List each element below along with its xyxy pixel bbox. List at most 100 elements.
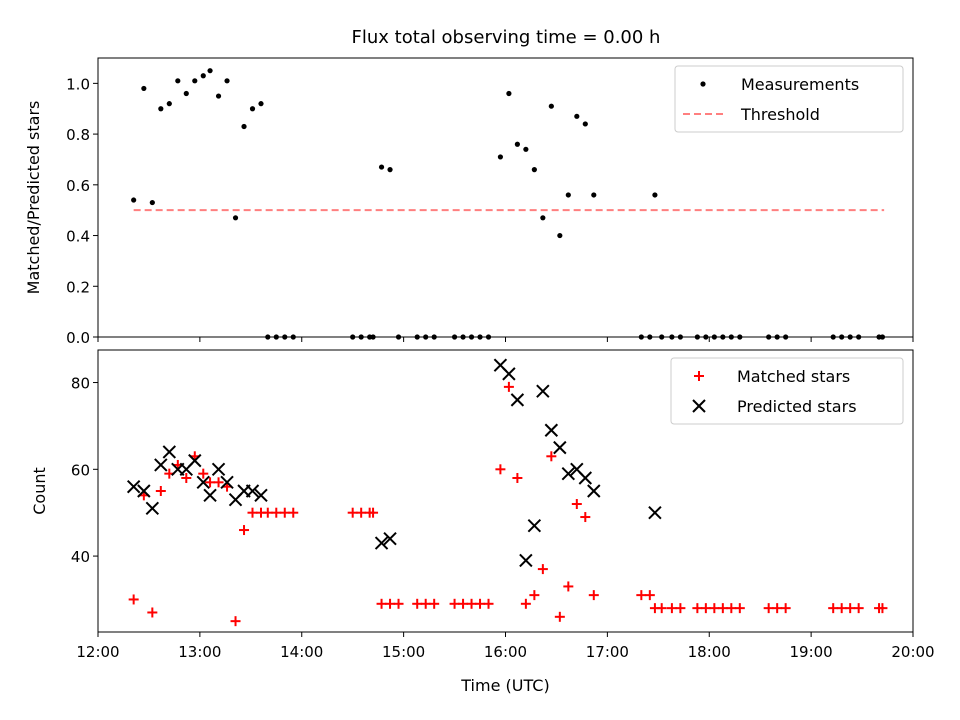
measurement-point (215, 93, 222, 99)
matched-star-point (529, 590, 540, 601)
matched-star-point (726, 603, 737, 614)
matched-star-point (205, 477, 216, 488)
matched-star-point (239, 525, 250, 536)
y-tick-label: 0.4 (66, 228, 90, 246)
matched-star-point (393, 598, 404, 609)
measurement-point (582, 121, 588, 127)
measurement-point (652, 192, 658, 198)
matched-star-point (155, 486, 166, 496)
markers (131, 68, 886, 340)
matched-star-point (420, 598, 431, 609)
legend-dot-icon (700, 81, 706, 87)
top-panel: 0.0 0.2 0.4 0.6 0.8 1.0 Matched/Predicted star… (24, 57, 914, 347)
predicted-star-point (510, 393, 525, 407)
matched-star-point (537, 564, 548, 575)
measurement-point (387, 167, 393, 173)
matched-star-point (700, 603, 711, 614)
matched-star-point (554, 611, 565, 622)
matched-star-point (571, 499, 582, 510)
measurement-point (166, 101, 172, 107)
x-tick-label: 20:00 (891, 643, 934, 661)
matched-star-point (644, 590, 655, 601)
matched-star-point (279, 507, 290, 518)
measurement-point (149, 199, 155, 206)
measurement-point (514, 141, 520, 147)
measurement-point (241, 123, 247, 130)
y-axis-label: Matched/Predicted stars (24, 101, 43, 295)
predicted-star-point (553, 440, 567, 455)
measurement-point (258, 101, 264, 107)
y-tick-label: 60 (71, 461, 90, 479)
chart-title: Flux total observing time = 0.00 h (352, 27, 661, 48)
matched-star-point (368, 507, 379, 518)
y-axis-label: Count (30, 467, 49, 515)
x-tick-label: 12:00 (76, 643, 119, 661)
measurement-point (531, 167, 537, 173)
predicted-star-point (383, 532, 397, 546)
predicted-star-point (203, 488, 217, 503)
matched-star-point (262, 507, 273, 518)
matched-star-point (717, 603, 728, 614)
matched-star-point (772, 603, 783, 614)
axes-frame (97, 57, 914, 338)
measurement-point (141, 85, 147, 92)
y-tick-label: 1.0 (66, 75, 90, 93)
matched-star-point (429, 598, 440, 609)
matched-star-point (356, 507, 367, 518)
legend-plus-icon (694, 371, 704, 381)
x-tick-label: 15:00 (382, 643, 425, 661)
matched-star-point (563, 581, 574, 592)
matched-star-point (853, 603, 864, 614)
predicted-star-point (536, 384, 550, 398)
matched-star-point (877, 603, 888, 614)
measurement-point (207, 68, 213, 74)
matched-star-point (780, 603, 791, 614)
predicted-star-point (154, 458, 168, 472)
predicted-star-point (254, 488, 268, 503)
measurement-point (591, 192, 597, 198)
predicted-star-point (211, 462, 226, 477)
matched-star-point (376, 598, 387, 609)
matched-star-point (636, 590, 647, 601)
predicted-star-point (519, 553, 533, 568)
measurement-point (175, 78, 181, 84)
measurement-point (557, 232, 563, 239)
predicted-star-point (374, 536, 389, 550)
y-tick-label: 0.6 (66, 177, 90, 195)
matched-star-point (836, 603, 847, 614)
matched-star-point (675, 603, 686, 614)
matched-star-point (466, 598, 477, 609)
measurement-point (232, 215, 239, 221)
measurement-point (540, 215, 546, 221)
y-tick-label: 0.0 (66, 329, 90, 347)
measurement-point (378, 164, 385, 170)
measurement-point (131, 197, 137, 203)
measurement-point (523, 146, 529, 152)
measurement-point (548, 103, 554, 109)
x-tick-label: 19:00 (790, 643, 833, 661)
legend-box (674, 65, 904, 133)
predicted-star-point (245, 484, 260, 498)
y-tick-label: 40 (71, 548, 90, 566)
matched-star-point (520, 598, 531, 609)
predicted-star-point (648, 505, 662, 520)
matched-star-point (458, 598, 469, 609)
legend-label: Measurements (741, 75, 859, 94)
legend: Matched stars Predicted stars (670, 357, 904, 425)
matched-star-point (503, 381, 514, 392)
x-tick-label: 13:00 (178, 643, 221, 661)
matched-star-point (347, 507, 358, 518)
matched-star-point (247, 507, 258, 518)
matched-star-point (845, 603, 856, 614)
matched-star-point (412, 598, 423, 609)
matched-star-point (495, 464, 506, 475)
matched-star-point (198, 468, 209, 479)
matched-star-point (475, 598, 486, 609)
predicted-star-point (137, 484, 151, 498)
x-tick-label: 17:00 (586, 643, 629, 661)
x-tick-label: 14:00 (280, 643, 323, 661)
matched-star-point (580, 512, 591, 523)
predicted-star-point (145, 501, 160, 516)
legend: Measurements Threshold (674, 65, 904, 133)
x-tick-label: 18:00 (688, 643, 731, 661)
